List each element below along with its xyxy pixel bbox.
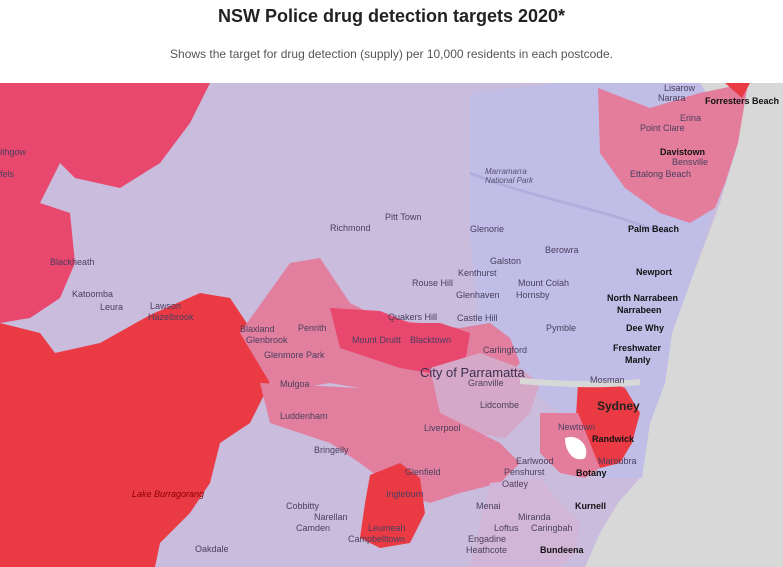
map-label: Leura (100, 302, 124, 312)
map-label: Cobbitty (286, 501, 320, 511)
region-parramatta (430, 353, 540, 438)
map-label: Glenorie (470, 224, 505, 234)
map-label: Narara (658, 93, 686, 103)
map-label: Campbelltown (348, 534, 406, 544)
map-label: Glenmore Park (264, 350, 325, 360)
map-label: Randwick (592, 434, 635, 444)
map-label: ithgow (0, 147, 27, 157)
map-label: Narrabeen (617, 305, 662, 315)
ocean-area (585, 83, 783, 567)
region-ingleburn (360, 463, 425, 548)
map-label: Quakers Hill (388, 312, 438, 322)
map-label: Erina (680, 113, 702, 123)
botany-bay (565, 437, 587, 460)
map-label: Dee Why (626, 323, 665, 333)
map-label: Pitt Town (385, 212, 422, 222)
map-label: Earlwood (516, 456, 554, 466)
map-label: Narellan (314, 512, 348, 522)
map-label: Forresters Beach (705, 96, 780, 106)
map-label: Engadine (468, 534, 507, 544)
map-label: Oatley (502, 479, 529, 489)
map-label: Penshurst (504, 467, 545, 477)
map-label: Lake Burragorang (132, 489, 205, 499)
map-label: Kurnell (575, 501, 607, 511)
map-label: Penrith (298, 323, 327, 333)
map-label: Loftus (494, 523, 519, 533)
map-label: Newport (636, 267, 672, 277)
map-label: Point Clare (640, 123, 685, 133)
hawkesbury-river (469, 171, 671, 233)
page-title: NSW Police drug detection targets 2020* (217, 6, 566, 26)
region-blackheath (0, 203, 75, 323)
map-label: Glenhaven (456, 290, 500, 300)
map-label: Bundeena (540, 545, 584, 555)
region-forresters (725, 83, 750, 98)
map-label: Caringbah (531, 523, 573, 533)
map-label: Glenfield (405, 467, 441, 477)
map-label: Lisarow (664, 83, 696, 93)
map-label: Richmond (330, 223, 371, 233)
map-label: Pymble (546, 323, 577, 333)
map-label: Mount Druitt (352, 335, 402, 345)
map-label: Manly (625, 355, 651, 365)
harbour-water (520, 378, 640, 388)
map-label: Camden (296, 523, 331, 533)
region-central-coast (598, 83, 748, 223)
map-label: Luddenham (280, 411, 328, 421)
region-sutherland (470, 478, 580, 567)
map-label: Galston (490, 256, 522, 266)
map-label: City of Parramatta (420, 365, 525, 380)
map-label: Hornsby (516, 290, 550, 300)
map-label: Carlingford (483, 345, 528, 355)
map-label: Heathcote (466, 545, 508, 555)
map-label: Sydney (597, 399, 640, 413)
region-burragorang (0, 293, 270, 567)
map-label: Marramarra National Park (485, 167, 534, 185)
map-label: Castle Hill (457, 313, 498, 323)
map-label: Leumeah (368, 523, 406, 533)
map-label: Menai (476, 501, 501, 511)
map-label: Palm Beach (628, 224, 680, 234)
choropleth-map[interactable]: Lisarow Narara Forresters Beach Erina Po… (0, 83, 783, 567)
map-label: Newtown (558, 422, 596, 432)
map-label: Katoomba (72, 289, 114, 299)
map-label: Liverpool (424, 423, 461, 433)
map-label: Freshwater (613, 343, 662, 353)
map-regions (0, 83, 783, 567)
map-label: Miranda (518, 512, 551, 522)
map-label: Rouse Hill (412, 278, 454, 288)
map-label: Blackheath (50, 257, 95, 267)
map-label: Kenthurst (458, 268, 497, 278)
map-label: Blaxland (240, 324, 275, 334)
map-label: Lawson (150, 301, 182, 311)
map-label: Botany (576, 468, 607, 478)
map-label: Ingleburn (386, 489, 424, 499)
map-label: North Narrabeen (607, 293, 679, 303)
map-label: Blacktown (410, 335, 452, 345)
region-mount-druitt (330, 308, 470, 373)
region-liverpool (260, 383, 520, 503)
map-label: Mosman (590, 375, 625, 385)
region-lithgow (0, 83, 210, 323)
map-label: fels (0, 169, 15, 179)
map-label: Berowra (545, 245, 579, 255)
map-label: Bringelly (314, 445, 349, 455)
map-label: Glenbrook (246, 335, 288, 345)
map-label: Granville (468, 378, 504, 388)
map-label: Maroubra (598, 456, 637, 466)
map-label: Oakdale (195, 544, 229, 554)
map-label: Mulgoa (280, 379, 310, 389)
map-label: Hazelbrook (148, 312, 194, 322)
page-subtitle: Shows the target for drug detection (sup… (170, 47, 613, 61)
header: NSW Police drug detection targets 2020* … (0, 0, 783, 83)
map-label: Mount Colah (518, 278, 570, 288)
map-label: Davistown (660, 147, 706, 157)
map-label: Bensville (672, 157, 709, 167)
map-label: Ettalong Beach (630, 169, 692, 179)
map-label: Lidcombe (480, 400, 520, 410)
